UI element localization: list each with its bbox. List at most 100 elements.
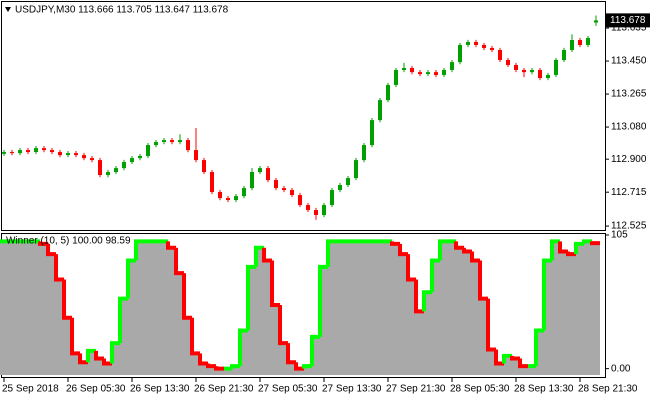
candle-body: [586, 38, 590, 45]
signal-step: [262, 247, 272, 263]
candle-body: [394, 69, 398, 85]
y-tick-label: 113.635: [611, 23, 647, 34]
signal-step: [78, 353, 88, 365]
signal-step: [478, 260, 488, 301]
x-tick-label: 28 Sep 21:30: [578, 384, 638, 395]
candle-body: [466, 41, 470, 45]
x-tick-label: 27 Sep 13:30: [322, 384, 382, 395]
candle-body: [258, 168, 262, 173]
area-bar: [520, 366, 528, 375]
area-bar: [400, 254, 408, 375]
area-bar: [184, 317, 192, 375]
candle-body: [2, 152, 6, 154]
signal-step: [462, 247, 472, 254]
candle-body: [50, 150, 54, 153]
signal-step: [70, 317, 80, 356]
signal-step: [470, 251, 480, 263]
candle-body: [306, 205, 310, 211]
candle-body: [386, 84, 390, 101]
y-tick-label: 112.715: [611, 187, 647, 198]
signal-step: [206, 363, 216, 369]
candle-body: [170, 140, 174, 143]
candle-body: [122, 162, 126, 169]
signal-step: [398, 243, 408, 257]
signal-step: [390, 241, 400, 246]
signal-step: [278, 305, 288, 346]
chart-title: USDJPY,M30 113.666 113.705 113.647 113.6…: [15, 5, 229, 16]
y-tick-label: 0.00: [611, 363, 631, 374]
candle-body: [418, 72, 422, 75]
signal-step: [518, 358, 528, 369]
y-tick-label: 112.900: [611, 154, 647, 165]
candle-body: [298, 195, 302, 206]
candle-body: [410, 68, 414, 73]
candle-body: [330, 190, 334, 206]
area-bar: [208, 366, 216, 375]
candle-body: [522, 69, 526, 73]
candle-body: [146, 145, 150, 156]
candle-body: [234, 196, 238, 201]
signal-step: [118, 296, 128, 344]
signal-step: [46, 243, 56, 257]
area-bar: [288, 362, 296, 375]
signal-step: [574, 241, 584, 255]
signal-step: [38, 241, 48, 246]
area-bar: [376, 241, 384, 375]
candle-body: [58, 152, 62, 156]
candle-body: [210, 172, 214, 192]
candle-body: [282, 188, 286, 191]
area-bar: [216, 368, 224, 375]
candle-body: [594, 20, 598, 23]
candle-body: [554, 59, 558, 75]
area-bar: [256, 247, 264, 375]
y-tick-label: 113.450: [611, 56, 647, 67]
candle-body: [10, 152, 14, 154]
candle-body: [490, 48, 494, 50]
y-tick-label: 113.265: [611, 89, 647, 100]
area-bar: [456, 247, 464, 375]
signal-step: [566, 251, 576, 257]
signal-step: [294, 362, 304, 371]
area-bar: [296, 368, 304, 375]
candle-body: [338, 185, 342, 191]
signal-step: [94, 350, 104, 361]
area-bar: [408, 279, 416, 375]
signal-step: [190, 317, 200, 356]
area-bar: [576, 243, 584, 375]
signal-step: [54, 254, 64, 282]
area-bar: [40, 243, 48, 375]
signal-step: [102, 358, 112, 366]
signal-step: [126, 258, 136, 299]
area-bar: [192, 353, 200, 375]
signal-step: [270, 260, 280, 307]
area-bar: [304, 366, 312, 375]
price-panel: [1, 1, 606, 231]
x-tick-label: 27 Sep 21:30: [386, 384, 446, 395]
candle-body: [426, 72, 430, 75]
area-bar: [424, 292, 432, 375]
area-bar: [264, 260, 272, 375]
signal-step: [510, 355, 520, 361]
signal-step: [246, 264, 256, 331]
area-bar: [488, 349, 496, 375]
signal-step: [590, 241, 600, 246]
candle-body: [130, 158, 134, 163]
candle-body: [378, 100, 382, 121]
area-bar: [272, 305, 280, 375]
area-bar: [512, 358, 520, 375]
signal-step: [534, 328, 544, 367]
candle-body: [538, 69, 542, 78]
candle-body: [434, 72, 438, 75]
signal-step: [230, 364, 240, 369]
area-bar: [464, 251, 472, 375]
candle-body: [314, 210, 318, 216]
candle-body: [34, 148, 38, 153]
signal-step: [238, 328, 248, 367]
area-bar: [328, 241, 336, 375]
signal-step: [174, 247, 184, 276]
candle-body: [194, 150, 198, 161]
area-bar: [320, 266, 328, 375]
area-bar: [480, 298, 488, 375]
candle-body: [474, 41, 478, 45]
